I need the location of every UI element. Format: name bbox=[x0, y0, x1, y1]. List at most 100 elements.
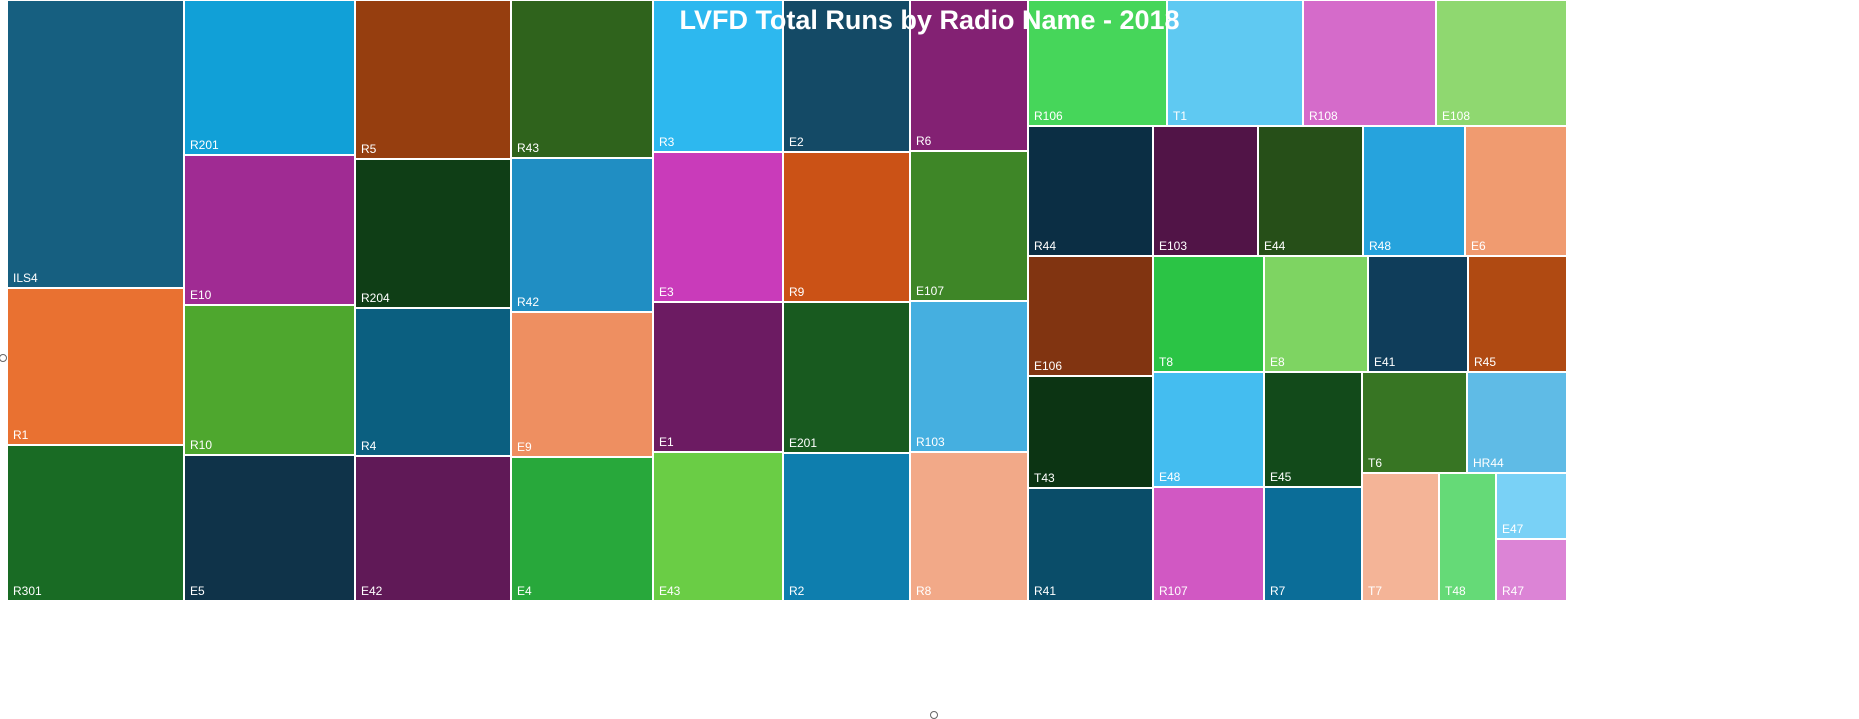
treemap-tile-e6[interactable]: E6 bbox=[1465, 126, 1567, 256]
tile-label-e1: E1 bbox=[659, 435, 674, 449]
treemap-tile-r3[interactable]: R3 bbox=[653, 0, 783, 152]
tile-label-e4: E4 bbox=[517, 584, 532, 598]
treemap-tile-r41[interactable]: R41 bbox=[1028, 488, 1153, 601]
tile-label-e41: E41 bbox=[1374, 355, 1396, 369]
treemap-tile-e44[interactable]: E44 bbox=[1258, 126, 1363, 256]
resize-handle-left[interactable] bbox=[0, 354, 7, 362]
tile-label-r2: R2 bbox=[789, 584, 805, 598]
treemap-tile-e3[interactable]: E3 bbox=[653, 152, 783, 302]
tile-label-r4: R4 bbox=[361, 439, 377, 453]
treemap-tile-e201[interactable]: E201 bbox=[783, 302, 910, 453]
treemap-tile-e1[interactable]: E1 bbox=[653, 302, 783, 452]
treemap-tile-e8[interactable]: E8 bbox=[1264, 256, 1368, 372]
treemap-tile-r43[interactable]: R43 bbox=[511, 0, 653, 158]
treemap-tile-r45[interactable]: R45 bbox=[1468, 256, 1567, 372]
tile-label-r9: R9 bbox=[789, 285, 805, 299]
treemap-tile-r2[interactable]: R2 bbox=[783, 453, 910, 601]
tile-label-e103: E103 bbox=[1159, 239, 1188, 253]
treemap-tile-r44[interactable]: R44 bbox=[1028, 126, 1153, 256]
tile-label-r10: R10 bbox=[190, 438, 213, 452]
tile-label-r43: R43 bbox=[517, 141, 540, 155]
treemap-tile-t6[interactable]: T6 bbox=[1362, 372, 1467, 473]
tile-label-t48: T48 bbox=[1445, 584, 1466, 598]
treemap-tile-r204[interactable]: R204 bbox=[355, 159, 511, 308]
tile-label-e48: E48 bbox=[1159, 470, 1181, 484]
tile-label-r47: R47 bbox=[1502, 584, 1525, 598]
tile-label-t1: T1 bbox=[1173, 109, 1188, 123]
resize-handle-bottom[interactable] bbox=[930, 711, 938, 719]
treemap-tile-r201[interactable]: R201 bbox=[184, 0, 355, 155]
treemap-tile-e106[interactable]: E106 bbox=[1028, 256, 1153, 376]
treemap-tile-t48[interactable]: T48 bbox=[1439, 473, 1496, 601]
tile-label-r6: R6 bbox=[916, 134, 932, 148]
tile-label-e3: E3 bbox=[659, 285, 674, 299]
treemap-tile-r107[interactable]: R107 bbox=[1153, 487, 1264, 601]
treemap-tile-e43[interactable]: E43 bbox=[653, 452, 783, 601]
tile-label-r1: R1 bbox=[13, 428, 29, 442]
tile-label-r44: R44 bbox=[1034, 239, 1057, 253]
treemap-area: ILS4 R1 R301 R201 E10 R10 E5 R5 R204 R4 E42 R43 R42 E… bbox=[7, 0, 1859, 712]
tile-label-r7: R7 bbox=[1270, 584, 1286, 598]
treemap-tile-r8[interactable]: R8 bbox=[910, 452, 1028, 601]
treemap-tile-r6[interactable]: R6 bbox=[910, 0, 1028, 151]
treemap-tile-e41[interactable]: E41 bbox=[1368, 256, 1468, 372]
tile-label-r108: R108 bbox=[1309, 109, 1338, 123]
tile-label-r48: R48 bbox=[1369, 239, 1392, 253]
tile-label-e47: E47 bbox=[1502, 522, 1524, 536]
treemap-tile-r1[interactable]: R1 bbox=[7, 288, 184, 445]
tile-label-e107: E107 bbox=[916, 284, 945, 298]
tile-label-e45: E45 bbox=[1270, 470, 1292, 484]
tile-label-ils4: ILS4 bbox=[13, 271, 38, 285]
tile-label-r3: R3 bbox=[659, 135, 675, 149]
treemap-tile-e2[interactable]: E2 bbox=[783, 0, 910, 152]
treemap-tile-t1[interactable]: T1 bbox=[1167, 0, 1303, 126]
treemap-tile-r10[interactable]: R10 bbox=[184, 305, 355, 455]
treemap-tile-r108[interactable]: R108 bbox=[1303, 0, 1436, 126]
treemap-tile-t8[interactable]: T8 bbox=[1153, 256, 1264, 372]
treemap-tile-r48[interactable]: R48 bbox=[1363, 126, 1465, 256]
treemap-tile-e42[interactable]: E42 bbox=[355, 456, 511, 601]
tile-label-e106: E106 bbox=[1034, 359, 1063, 373]
treemap-tile-e5[interactable]: E5 bbox=[184, 455, 355, 601]
treemap-tile-r4[interactable]: R4 bbox=[355, 308, 511, 456]
treemap-tile-r7[interactable]: R7 bbox=[1264, 487, 1362, 601]
tile-label-e108: E108 bbox=[1442, 109, 1471, 123]
tile-label-e43: E43 bbox=[659, 584, 681, 598]
treemap-tile-e9[interactable]: E9 bbox=[511, 312, 653, 457]
tile-label-r45: R45 bbox=[1474, 355, 1497, 369]
treemap-tile-e47[interactable]: E47 bbox=[1496, 473, 1567, 539]
tile-label-t8: T8 bbox=[1159, 355, 1174, 369]
tile-label-e2: E2 bbox=[789, 135, 804, 149]
treemap-tile-t43[interactable]: T43 bbox=[1028, 376, 1153, 488]
treemap-tile-r42[interactable]: R42 bbox=[511, 158, 653, 312]
tile-label-r201: R201 bbox=[190, 138, 219, 152]
treemap-tile-e108[interactable]: E108 bbox=[1436, 0, 1567, 126]
treemap-tile-e48[interactable]: E48 bbox=[1153, 372, 1264, 487]
tile-label-r41: R41 bbox=[1034, 584, 1057, 598]
treemap-tile-e103[interactable]: E103 bbox=[1153, 126, 1258, 256]
tile-label-r42: R42 bbox=[517, 295, 540, 309]
tile-label-e10: E10 bbox=[190, 288, 212, 302]
treemap-tile-e107[interactable]: E107 bbox=[910, 151, 1028, 301]
treemap-tile-r5[interactable]: R5 bbox=[355, 0, 511, 159]
tile-label-r301: R301 bbox=[13, 584, 42, 598]
treemap-tile-e10[interactable]: E10 bbox=[184, 155, 355, 305]
treemap-tile-r301[interactable]: R301 bbox=[7, 445, 184, 601]
treemap-tile-ils4[interactable]: ILS4 bbox=[7, 0, 184, 288]
tile-label-e8: E8 bbox=[1270, 355, 1285, 369]
tile-label-hr44: HR44 bbox=[1473, 456, 1504, 470]
treemap-tile-r9[interactable]: R9 bbox=[783, 152, 910, 302]
tile-label-e44: E44 bbox=[1264, 239, 1286, 253]
tile-label-r103: R103 bbox=[916, 435, 945, 449]
treemap-tile-t7[interactable]: T7 bbox=[1362, 473, 1439, 601]
tile-label-t7: T7 bbox=[1368, 584, 1383, 598]
treemap-tile-e4[interactable]: E4 bbox=[511, 457, 653, 601]
tile-label-e6: E6 bbox=[1471, 239, 1486, 253]
treemap-tile-r47[interactable]: R47 bbox=[1496, 539, 1567, 601]
treemap-tile-hr44[interactable]: HR44 bbox=[1467, 372, 1567, 473]
tile-label-e9: E9 bbox=[517, 440, 532, 454]
treemap-tile-e45[interactable]: E45 bbox=[1264, 372, 1362, 487]
treemap-tile-r106[interactable]: R106 bbox=[1028, 0, 1167, 126]
treemap-tile-r103[interactable]: R103 bbox=[910, 301, 1028, 452]
